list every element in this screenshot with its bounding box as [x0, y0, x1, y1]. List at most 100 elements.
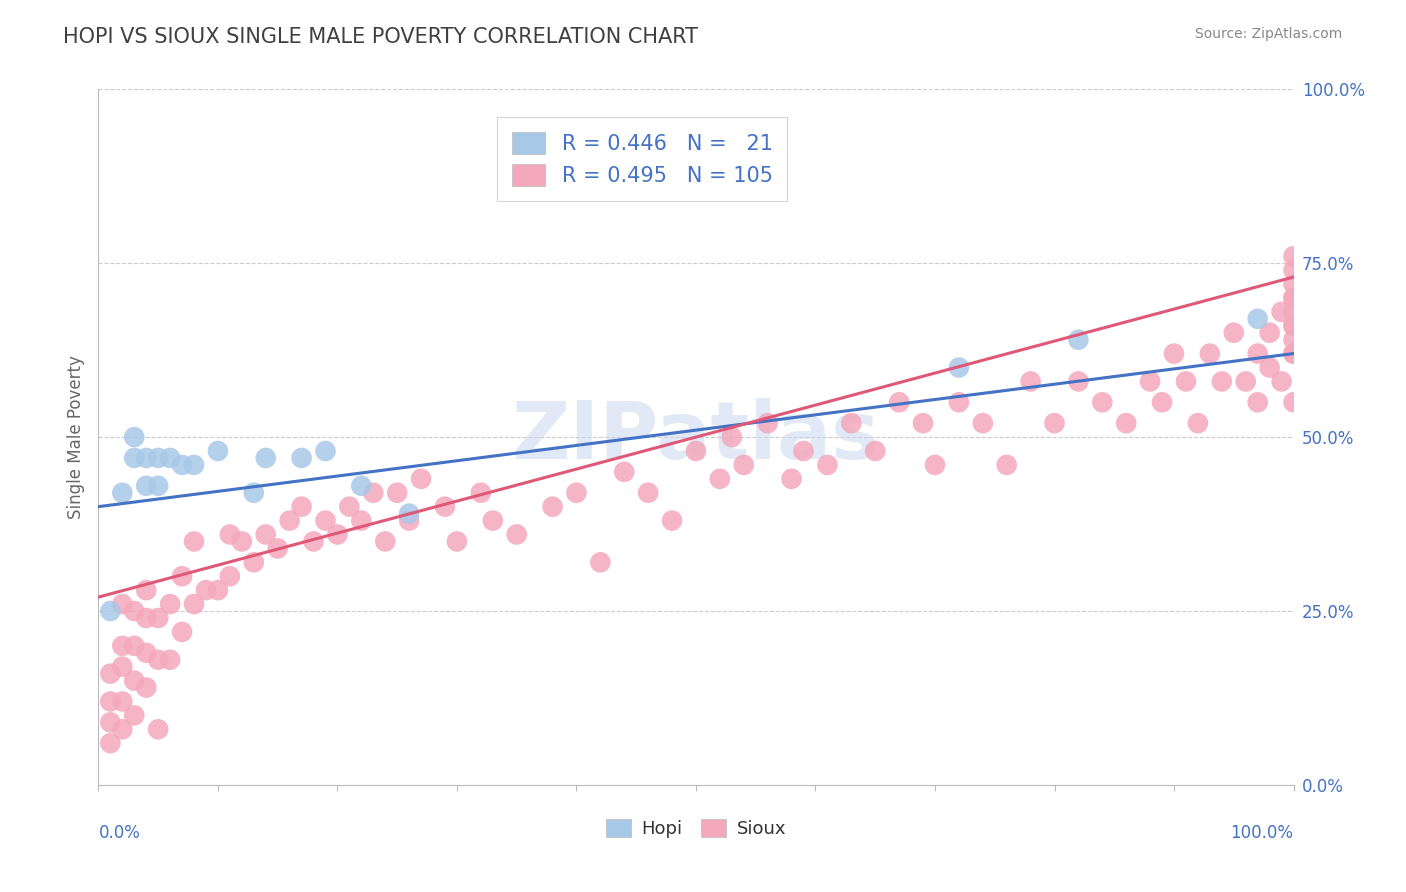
- Point: [254, 450, 277, 465]
- Point: [111, 694, 134, 708]
- Point: [172, 569, 194, 583]
- Point: [1282, 318, 1305, 333]
- Point: [1282, 346, 1305, 360]
- Point: [733, 458, 755, 472]
- Point: [302, 534, 325, 549]
- Point: [111, 639, 134, 653]
- Point: [385, 485, 409, 500]
- Point: [254, 527, 277, 541]
- Point: [780, 472, 803, 486]
- Point: [135, 450, 157, 465]
- Point: [1199, 346, 1222, 360]
- Point: [1067, 375, 1090, 389]
- Point: [470, 485, 492, 500]
- Point: [1152, 395, 1174, 409]
- Point: [219, 569, 242, 583]
- Point: [398, 514, 420, 528]
- Point: [948, 360, 970, 375]
- Point: [124, 450, 146, 465]
- Point: [111, 723, 134, 737]
- Point: [434, 500, 457, 514]
- Point: [1271, 375, 1294, 389]
- Point: [350, 479, 373, 493]
- Point: [1223, 326, 1246, 340]
- Point: [1163, 346, 1185, 360]
- Point: [172, 458, 194, 472]
- Point: [374, 534, 396, 549]
- Point: [709, 472, 731, 486]
- Point: [135, 681, 157, 695]
- Point: [111, 485, 134, 500]
- Point: [1282, 291, 1305, 305]
- Point: [148, 479, 170, 493]
- Point: [207, 444, 229, 458]
- Point: [159, 450, 181, 465]
- Point: [541, 500, 564, 514]
- Point: [243, 485, 266, 500]
- Point: [1282, 249, 1305, 263]
- Point: [1067, 333, 1090, 347]
- Point: [124, 430, 146, 444]
- Point: [481, 514, 505, 528]
- Point: [411, 472, 433, 486]
- Point: [1091, 395, 1114, 409]
- Point: [98, 736, 122, 750]
- Point: [1234, 375, 1257, 389]
- Point: [721, 430, 744, 444]
- Point: [124, 639, 146, 653]
- Point: [124, 673, 146, 688]
- Point: [661, 514, 683, 528]
- Point: [291, 500, 314, 514]
- Point: [124, 604, 146, 618]
- Text: 100.0%: 100.0%: [1230, 824, 1294, 842]
- Text: Source: ZipAtlas.com: Source: ZipAtlas.com: [1195, 27, 1343, 41]
- Point: [1019, 375, 1042, 389]
- Point: [1247, 346, 1270, 360]
- Y-axis label: Single Male Poverty: Single Male Poverty: [66, 355, 84, 519]
- Point: [924, 458, 946, 472]
- Point: [315, 514, 337, 528]
- Point: [183, 458, 205, 472]
- Point: [1175, 375, 1198, 389]
- Point: [1139, 375, 1161, 389]
- Point: [446, 534, 468, 549]
- Point: [98, 666, 122, 681]
- Point: [589, 555, 612, 569]
- Point: [219, 527, 242, 541]
- Point: [135, 583, 157, 598]
- Point: [363, 485, 385, 500]
- Point: [135, 479, 157, 493]
- Point: [172, 624, 194, 639]
- Point: [148, 723, 170, 737]
- Point: [1282, 318, 1305, 333]
- Point: [243, 555, 266, 569]
- Point: [1282, 395, 1305, 409]
- Point: [159, 597, 181, 611]
- Point: [183, 597, 205, 611]
- Point: [398, 507, 420, 521]
- Point: [793, 444, 815, 458]
- Text: HOPI VS SIOUX SINGLE MALE POVERTY CORRELATION CHART: HOPI VS SIOUX SINGLE MALE POVERTY CORREL…: [63, 27, 699, 46]
- Point: [948, 395, 970, 409]
- Point: [111, 659, 134, 673]
- Point: [1247, 395, 1270, 409]
- Point: [350, 514, 373, 528]
- Point: [1258, 360, 1281, 375]
- Point: [326, 527, 349, 541]
- Point: [1115, 416, 1137, 430]
- Point: [267, 541, 290, 556]
- Point: [339, 500, 361, 514]
- Point: [98, 694, 122, 708]
- Point: [565, 485, 588, 500]
- Point: [889, 395, 911, 409]
- Point: [98, 715, 122, 730]
- Point: [506, 527, 529, 541]
- Point: [613, 465, 636, 479]
- Point: [148, 653, 170, 667]
- Point: [148, 611, 170, 625]
- Point: [135, 646, 157, 660]
- Point: [1282, 305, 1305, 319]
- Point: [195, 583, 218, 598]
- Point: [111, 597, 134, 611]
- Point: [995, 458, 1018, 472]
